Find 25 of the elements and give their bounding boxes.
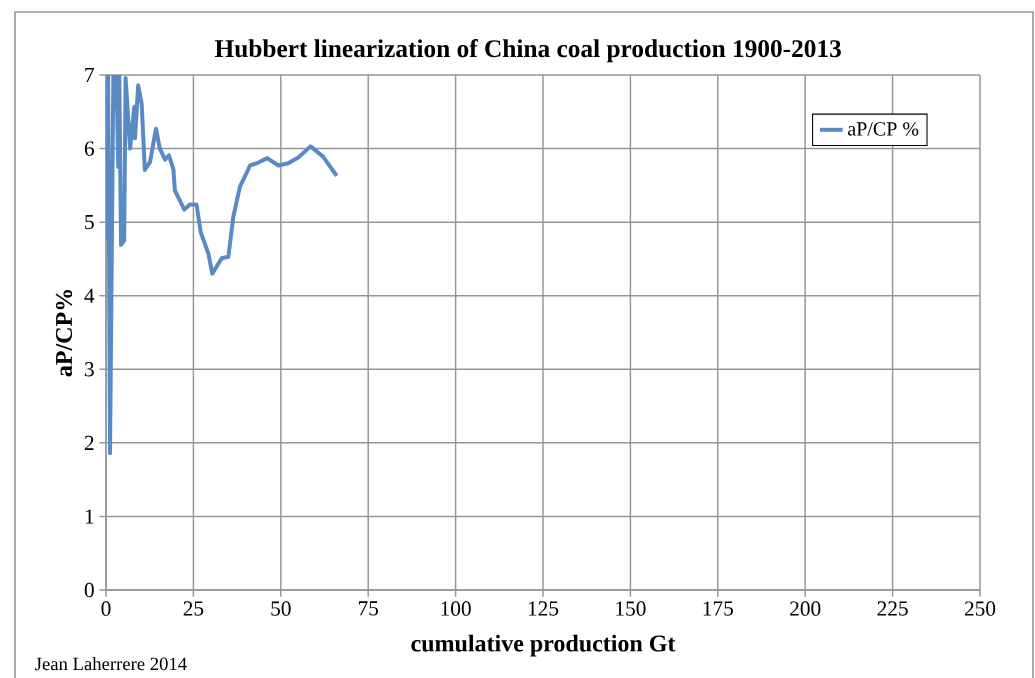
chart-title: Hubbert linearization of China coal production 1900-2013 (214, 39, 841, 63)
y-tick-label: 4 (84, 288, 95, 303)
x-tick-label: 225 (877, 601, 908, 616)
y-axis-title: aP/CP% (55, 290, 73, 377)
x-tick-label: 175 (703, 601, 733, 616)
x-tick-label: 0 (101, 601, 111, 616)
y-tick-label: 3 (84, 362, 94, 377)
x-tick-label: 200 (790, 601, 821, 616)
x-tick-label: 25 (183, 601, 204, 616)
line-series (106, 75, 339, 456)
y-tick-label: 6 (84, 141, 94, 156)
x-tick-label: 125 (528, 601, 559, 616)
x-tick-label: 50 (271, 601, 291, 616)
y-tick-label: 2 (84, 435, 94, 450)
y-tick-label: 7 (85, 68, 95, 82)
x-axis-title: cumulative production Gt (411, 634, 676, 657)
x-tick-label: 150 (616, 601, 646, 616)
y-tick-label: 1 (85, 509, 94, 524)
text: Jean Laherrere 2014 (35, 657, 187, 671)
x-tick-label: 75 (358, 601, 379, 616)
x-tick-label: 100 (441, 601, 471, 616)
y-tick-label: 5 (85, 215, 94, 230)
x-tick-label: 250 (964, 601, 996, 616)
y-tick-label: 0 (84, 582, 94, 598)
legend-label: aP/CP % (848, 122, 919, 136)
